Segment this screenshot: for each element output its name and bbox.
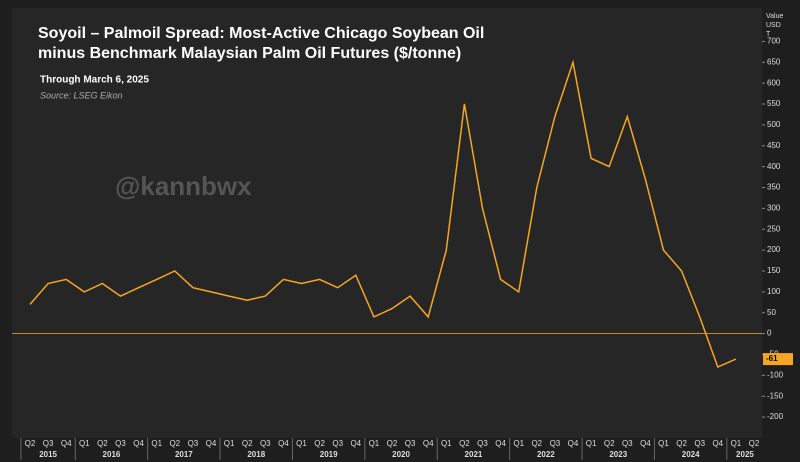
x-tick-label: Q4 [640,439,651,448]
x-tick-label: Q3 [477,439,488,448]
watermark: @kannbwx [115,171,252,201]
subtitle: Through March 6, 2025 [40,75,149,86]
axis-label: Value [766,13,783,20]
year-label: 2024 [682,450,700,459]
x-tick-label: Q4 [133,439,144,448]
chart-title: minus Benchmark Malaysian Palm Oil Futur… [38,45,461,62]
y-tick-label: 250 [767,224,781,233]
x-tick-label: Q3 [694,439,705,448]
year-label: 2023 [609,450,627,459]
year-label: 2021 [465,450,483,459]
x-tick-label: Q3 [115,439,126,448]
y-tick-label: 550 [767,99,781,108]
x-tick-label: Q3 [405,439,416,448]
x-tick-label: Q2 [169,439,180,448]
x-tick-label: Q4 [206,439,217,448]
y-tick-label: 400 [767,162,781,171]
x-tick-label: Q1 [79,439,90,448]
x-tick-label: Q3 [622,439,633,448]
x-tick-label: Q1 [224,439,235,448]
year-label: 2015 [39,450,57,459]
x-tick-label: Q3 [43,439,54,448]
year-label: 2018 [247,450,265,459]
x-tick-label: Q4 [350,439,361,448]
x-tick-label: Q3 [550,439,561,448]
y-tick-label: 350 [767,183,781,192]
last-value-box [763,353,793,366]
y-tick-label: 100 [767,287,781,296]
y-tick-label: 300 [767,203,781,212]
x-tick-label: Q4 [423,439,434,448]
x-tick-label: Q2 [459,439,470,448]
y-tick-label: 650 [767,57,781,66]
year-label: 2022 [537,450,555,459]
x-tick-label: Q4 [278,439,289,448]
year-label: 2019 [320,450,338,459]
source: Source: LSEG Eikon [40,90,123,100]
x-tick-label: Q2 [314,439,325,448]
x-tick-label: Q3 [260,439,271,448]
x-tick-label: Q4 [568,439,579,448]
axis-label: T [766,31,771,38]
x-tick-label: Q2 [387,439,398,448]
year-label: 2016 [103,450,121,459]
x-tick-label: Q1 [731,439,742,448]
x-tick-label: Q3 [188,439,199,448]
y-tick-label: -100 [767,370,784,379]
x-tick-label: Q1 [151,439,162,448]
year-label: 2017 [175,450,193,459]
x-tick-label: Q2 [242,439,253,448]
y-tick-label: 450 [767,141,781,150]
x-tick-label: Q1 [586,439,597,448]
x-tick-label: Q2 [604,439,615,448]
x-tick-label: Q2 [97,439,108,448]
axis-label: USD [766,22,781,29]
x-tick-label: Q4 [61,439,72,448]
y-tick-label: 150 [767,266,781,275]
line-series [29,59,737,369]
x-tick-label: Q3 [332,439,343,448]
y-tick-label: -150 [767,391,784,400]
y-tick-label: 600 [767,78,781,87]
last-value-label: -61 [766,354,778,363]
x-tick-label: Q2 [676,439,687,448]
x-tick-label: Q4 [495,439,506,448]
x-tick-label: Q1 [441,439,452,448]
y-tick-label: 700 [767,37,781,46]
y-tick-label: 500 [767,120,781,129]
y-tick-label: 50 [767,308,776,317]
x-tick-label: Q1 [369,439,380,448]
x-tick-label: Q2 [531,439,542,448]
x-tick-label: Q1 [658,439,669,448]
y-tick-label: 0 [767,329,772,338]
x-tick-label: Q1 [513,439,524,448]
x-tick-label: Q4 [712,439,723,448]
year-label: 2025 [736,450,754,459]
x-tick-label: Q2 [25,439,36,448]
x-tick-label: Q2 [749,439,760,448]
y-tick-label: -200 [767,412,784,421]
y-tick-label: 200 [767,245,781,254]
plot-area [12,8,762,438]
year-label: 2020 [392,450,410,459]
x-tick-label: Q1 [296,439,307,448]
chart-title: Soyoil – Palmoil Spread: Most-Active Chi… [38,25,484,42]
